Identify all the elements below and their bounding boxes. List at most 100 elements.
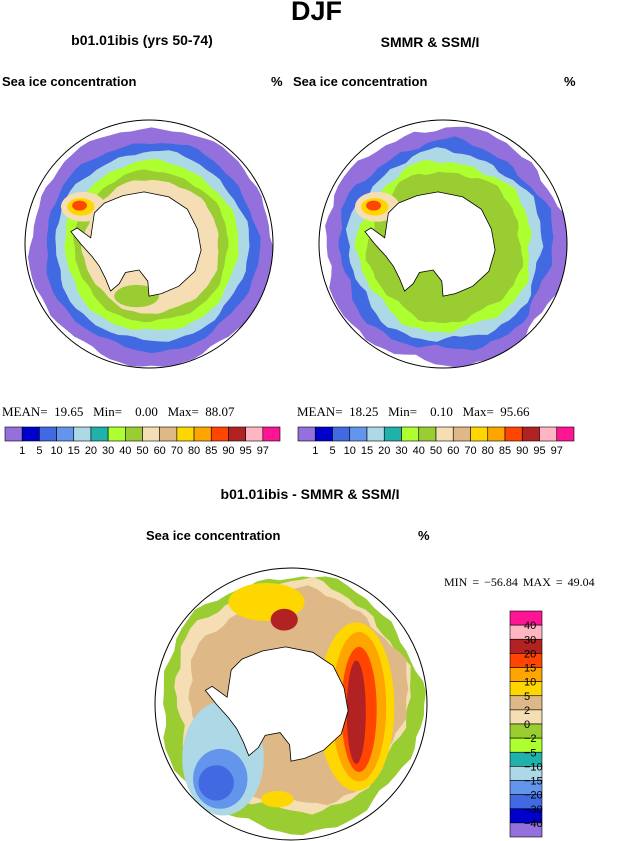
colorbar-tick-label: 70 [464, 445, 476, 457]
obs-mean-value: 18.25 [349, 404, 379, 419]
map-border-1 [318, 119, 568, 369]
colorbar-swatch [159, 426, 178, 442]
colorbar-swatch [262, 426, 281, 442]
model-max-value: 88.07 [205, 404, 235, 419]
colorbar-tick-label: 80 [482, 445, 494, 457]
colorbar-tick-label: 50 [136, 445, 148, 457]
diff-units-label: % [418, 528, 430, 543]
colorbar-tick-label: 90 [516, 445, 528, 457]
map-0 [24, 119, 274, 369]
colorbar-tick-label: 40 [413, 445, 425, 457]
colorbar-tick-label: 10 [524, 677, 536, 689]
model-max-label: Max= [167, 404, 199, 419]
colorbar-tick-label: 95 [533, 445, 545, 457]
colorbar-tick-label: 70 [171, 445, 183, 457]
colorbar-swatch [504, 426, 523, 442]
colorbar-swatch [470, 426, 489, 442]
colorbar-tick-label: 20 [524, 648, 536, 660]
colorbar-tick-label: 30 [524, 634, 536, 646]
antarctica-land-diff [204, 646, 349, 762]
colorbar-tick-label: −15 [524, 776, 543, 788]
colorbar-tick-label: 15 [68, 445, 80, 457]
model-variable-label: Sea ice concentration [2, 74, 137, 89]
map-diff [154, 567, 428, 841]
colorbar-swatch [56, 426, 75, 442]
ross-patch [114, 284, 159, 308]
model-min-label: Min= [93, 404, 123, 419]
map-1 [318, 119, 568, 369]
colorbar-swatch [228, 426, 246, 442]
colorbar-tick-label: 85 [205, 445, 217, 457]
colorbar-swatch [556, 426, 575, 442]
colorbar-tick-label: −20 [524, 790, 543, 802]
colorbar-swatch [210, 426, 229, 442]
colorbar-tick-label: 30 [395, 445, 407, 457]
colorbar-tick-label: 2 [524, 705, 530, 717]
colorbar-swatch [452, 426, 471, 442]
colorbar-tick-label: 90 [222, 445, 234, 457]
colorbar-swatch [245, 426, 264, 442]
diff-east-plus20 [346, 660, 366, 764]
colorbar-swatch [193, 426, 212, 442]
colorbar-tick-label: 97 [551, 445, 563, 457]
colorbar-tick-label: 97 [257, 445, 269, 457]
colorbar-swatch [90, 426, 109, 442]
colorbar-swatch [73, 426, 92, 442]
model-mean-value: 19.65 [54, 404, 84, 419]
colorbar-tick-label: 50 [430, 445, 442, 457]
model-stats: MEAN= 19.65 Min= 0.00 Max= 88.07 [2, 404, 235, 420]
diff-stats: MIN = −56.84 MAX = 49.04 [444, 575, 595, 589]
obs-stats: MEAN= 18.25 Min= 0.10 Max= 95.66 [297, 404, 530, 420]
colorbar-tick-label: 5 [329, 445, 335, 457]
colorbar-0: 1 5 10 15 20 30 40 50 60 70 80 85 90 95 97 [4, 426, 281, 457]
colorbar-tick-label: 10 [50, 445, 62, 457]
colorbar-tick-label: 80 [188, 445, 200, 457]
diff-panel-title: b01.01ibis - SMMR & SSM/I [220, 486, 400, 502]
colorbar-tick-label: 10 [344, 445, 356, 457]
colorbar-swatch [39, 426, 57, 442]
colorbar-tick-label: 95 [240, 445, 252, 457]
diff-west-minus30 [198, 765, 234, 801]
antarctica-land [70, 191, 202, 297]
colorbar-tick-label: 15 [361, 445, 373, 457]
map-content-1 [319, 120, 567, 368]
colorbar-tick-label: 85 [499, 445, 511, 457]
colorbar-tick-label: 40 [119, 445, 131, 457]
colorbar-swatch [366, 426, 385, 442]
colorbar-swatch [401, 426, 420, 442]
obs-max-value: 95.66 [500, 404, 530, 419]
model-panel-title: b01.01ibis (yrs 50-74) [71, 32, 213, 48]
colorbar-tick-label: 60 [447, 445, 459, 457]
colorbar-tick-label: 20 [378, 445, 390, 457]
colorbar-swatch [349, 426, 368, 442]
colorbar-tick-label: 60 [154, 445, 166, 457]
colorbar-swatch [314, 426, 333, 442]
colorbar-swatch [418, 426, 437, 442]
colorbar-swatch [435, 426, 454, 442]
colorbar-tick-label: 20 [85, 445, 97, 457]
colorbar-tick-label: 30 [102, 445, 114, 457]
obs-units-label: % [564, 74, 576, 89]
model-mean-label: MEAN= [2, 404, 48, 419]
page-title: DJF [290, 0, 342, 26]
ross-patch [408, 284, 453, 308]
weddell-patch-core [72, 200, 87, 211]
colorbar-swatch [297, 426, 316, 442]
colorbar-tick-label: −10 [524, 761, 543, 773]
antarctica-land [364, 191, 496, 297]
colorbar-tick-label: −30 [524, 804, 543, 816]
colorbar-tick-label: −5 [524, 747, 537, 759]
diff-variable-label: Sea ice concentration [146, 528, 281, 543]
colorbar-swatch [383, 426, 402, 442]
colorbar-tick-label: −2 [524, 733, 537, 745]
model-units-label: % [271, 74, 283, 89]
colorbar-tick-label: 40 [524, 620, 536, 632]
diff-north-plus20 [270, 608, 298, 631]
colorbar-tick-label: 1 [312, 445, 318, 457]
obs-min-value: 0.10 [430, 404, 453, 419]
map-border-0 [24, 119, 274, 369]
colorbar-swatch [539, 426, 558, 442]
map-border-diff [154, 567, 428, 841]
